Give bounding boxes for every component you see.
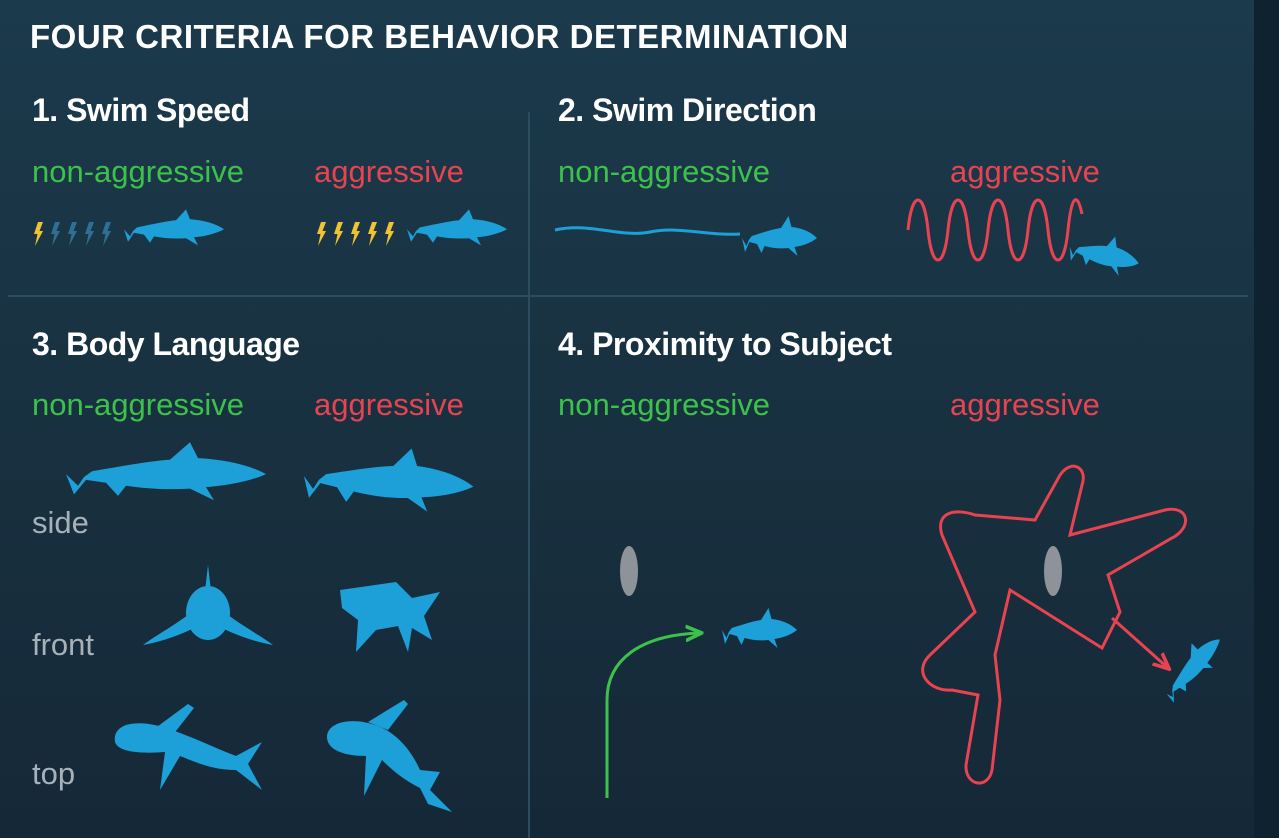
view-label-side: side bbox=[32, 505, 89, 540]
lightning-bolt-icon bbox=[68, 222, 77, 246]
label-non-aggressive: non-aggressive bbox=[558, 154, 770, 189]
section-heading-swim-direction: 2. Swim Direction bbox=[558, 92, 817, 128]
zigzag-path-icon bbox=[906, 198, 1084, 262]
subject-marker-icon bbox=[1044, 546, 1062, 596]
right-edge bbox=[1254, 0, 1279, 838]
shark-top-icon bbox=[114, 704, 262, 790]
shark-icon bbox=[407, 209, 507, 246]
label-aggressive: aggressive bbox=[950, 387, 1100, 422]
subject-marker-icon bbox=[620, 546, 638, 596]
lightning-bolt-icon bbox=[102, 222, 111, 246]
label-aggressive: aggressive bbox=[314, 154, 464, 189]
shark-front-aggressive-icon bbox=[340, 582, 440, 652]
arrow-path-icon bbox=[1111, 616, 1168, 668]
shark-top-aggressive-icon bbox=[326, 700, 452, 812]
arrow-path-icon bbox=[605, 633, 700, 798]
divider-vertical bbox=[528, 112, 530, 838]
shark-icon bbox=[742, 216, 817, 256]
lightning-bolt-icon bbox=[368, 222, 377, 246]
lightning-bolt-icon bbox=[51, 222, 60, 246]
label-non-aggressive: non-aggressive bbox=[32, 154, 244, 189]
smooth-path-icon bbox=[554, 226, 741, 236]
divider-horizontal bbox=[8, 295, 1248, 297]
shark-icon bbox=[66, 442, 266, 501]
label-aggressive: aggressive bbox=[950, 154, 1100, 189]
speed-bolts-non-aggressive bbox=[34, 222, 111, 246]
section-heading-body-language: 3. Body Language bbox=[32, 326, 300, 362]
label-non-aggressive: non-aggressive bbox=[558, 387, 770, 422]
label-aggressive: aggressive bbox=[314, 387, 464, 422]
lightning-bolt-icon bbox=[385, 222, 394, 246]
erratic-path-icon bbox=[921, 464, 1188, 785]
view-label-top: top bbox=[32, 756, 76, 791]
shark-icon bbox=[124, 209, 224, 246]
shark-icon bbox=[301, 441, 477, 515]
shark-icon bbox=[1067, 226, 1142, 281]
section-heading-proximity: 4. Proximity to Subject bbox=[558, 326, 892, 362]
page-title: FOUR CRITERIA FOR BEHAVIOR DETERMINATION bbox=[30, 18, 849, 55]
shark-front-icon bbox=[143, 565, 273, 645]
shark-icon bbox=[722, 608, 797, 648]
lightning-bolt-icon bbox=[34, 222, 43, 246]
section-heading-swim-speed: 1. Swim Speed bbox=[32, 92, 250, 128]
lightning-bolt-icon bbox=[317, 222, 326, 246]
shark-icon bbox=[1158, 622, 1227, 709]
lightning-bolt-icon bbox=[85, 222, 94, 246]
lightning-bolt-icon bbox=[334, 222, 343, 246]
speed-bolts-aggressive bbox=[317, 222, 394, 246]
view-label-front: front bbox=[32, 627, 95, 662]
label-non-aggressive: non-aggressive bbox=[32, 387, 244, 422]
lightning-bolt-icon bbox=[351, 222, 360, 246]
